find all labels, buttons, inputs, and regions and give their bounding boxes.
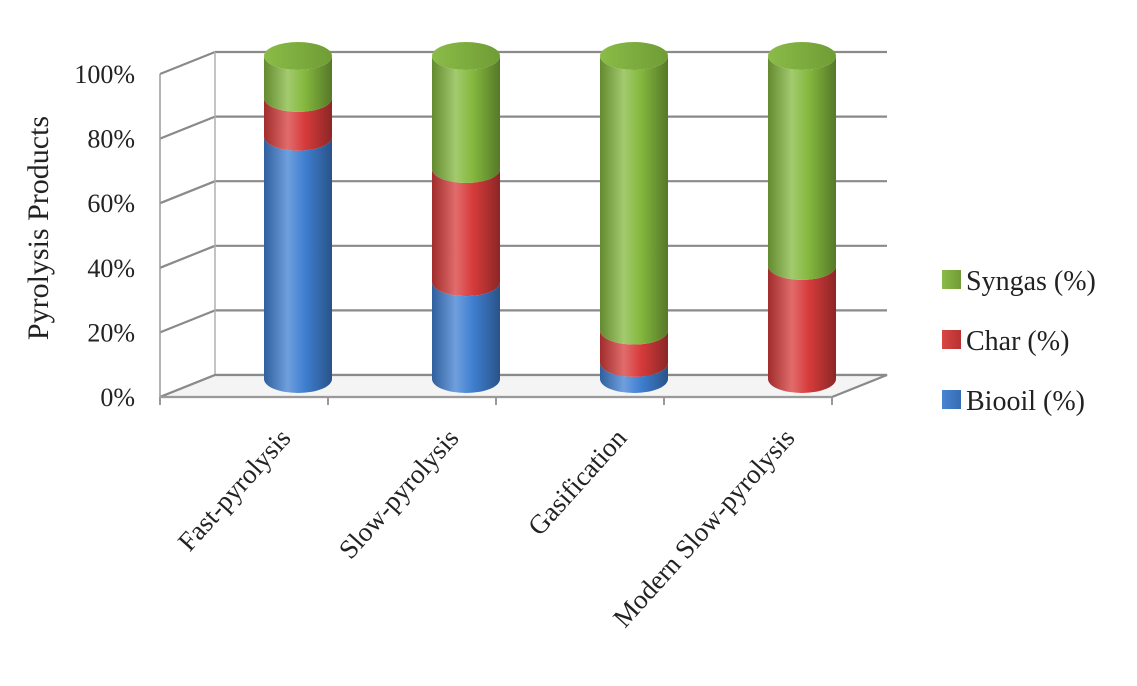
- cylinder-3: [768, 42, 836, 393]
- y-tick-label: 40%: [87, 254, 135, 283]
- bar-segment: [432, 282, 500, 393]
- cylinder-1: [432, 42, 500, 393]
- bars: [264, 42, 836, 393]
- gridline-side: [159, 180, 216, 205]
- x-tick-label: Modern Slow-pyrolysis: [607, 423, 800, 633]
- bar-segment: [264, 136, 332, 393]
- cylinder-0: [264, 42, 332, 393]
- bar-top: [432, 42, 500, 70]
- y-axis-title: Pyrolysis Products: [22, 116, 55, 340]
- legend-swatch: [942, 330, 961, 349]
- legend-label: Char (%): [966, 326, 1069, 357]
- legend-swatch: [942, 390, 961, 409]
- bar-segment: [432, 56, 500, 184]
- gridline-side: [159, 309, 216, 334]
- legend-item: Char (%): [942, 326, 1069, 357]
- bar-top: [600, 42, 668, 70]
- legend-label: Biooil (%): [966, 386, 1085, 417]
- bar-top: [264, 42, 332, 70]
- y-tick-label: 60%: [87, 189, 135, 218]
- y-tick-label: 0%: [100, 383, 135, 412]
- legend-item: Biooil (%): [942, 386, 1085, 417]
- x-tick-label: Slow-pyrolysis: [333, 423, 465, 565]
- bar-segment: [600, 362, 668, 393]
- bar-top: [768, 42, 836, 70]
- cylinder-2: [600, 42, 668, 393]
- legend-swatch: [942, 270, 961, 289]
- gridline-side: [159, 115, 216, 140]
- bar-segment: [768, 56, 836, 280]
- bar-segment: [432, 169, 500, 297]
- gridline-side: [159, 50, 216, 76]
- x-tick-label: Gasification: [522, 423, 633, 542]
- bar-segment: [768, 265, 836, 393]
- y-axis-ticks: 0% 20% 40% 60% 80% 100%: [74, 60, 135, 412]
- gridline-side: [159, 244, 216, 269]
- bar-segment: [264, 56, 332, 112]
- bar-segment: [600, 330, 668, 377]
- bar-segment: [600, 56, 668, 345]
- legend-label: Syngas (%): [966, 266, 1096, 297]
- legend-item: Syngas (%): [942, 266, 1096, 297]
- y-tick-label: 100%: [74, 60, 135, 89]
- y-tick-label: 80%: [87, 125, 135, 154]
- x-tick-label: Fast-pyrolysis: [172, 423, 297, 557]
- x-axis-labels: Fast-pyrolysis Slow-pyrolysis Gasification…: [172, 423, 801, 633]
- legend: Syngas (%) Char (%) Biooil (%): [942, 266, 1096, 417]
- bar-segment: [264, 97, 332, 151]
- y-tick-label: 20%: [87, 318, 135, 347]
